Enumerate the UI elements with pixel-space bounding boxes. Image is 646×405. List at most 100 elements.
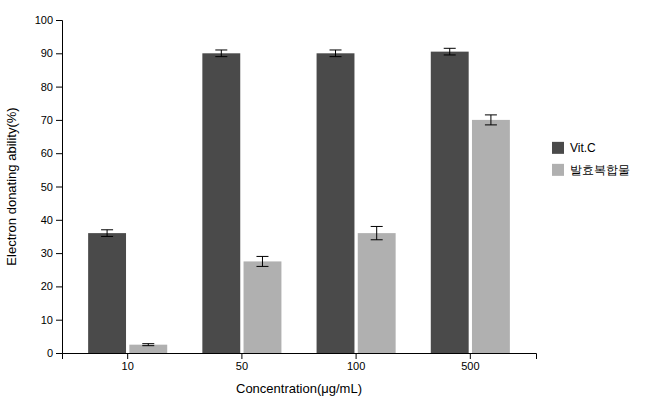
tick-mark [56,253,62,254]
y-tick: 10 [41,314,62,326]
series [129,115,510,353]
axis-line [63,354,537,360]
y-axis: 0 10 20 30 40 50 60 70 80 90 100 [35,14,63,359]
error-cap [215,56,227,57]
y-tick: 40 [41,214,62,226]
tick-label: 10 [122,360,134,372]
error-bar [256,256,268,266]
y-tick: 0 [47,347,62,359]
chart: 0 10 20 30 40 50 60 70 80 90 100 10 50 100 500 Concentr… [0,0,646,405]
tick-mark [56,187,62,188]
y-tick: 90 [41,47,62,59]
error-line [262,256,263,266]
error-bar [485,115,497,125]
plot-area: 0 10 20 30 40 50 60 70 80 90 100 10 50 100 500 [35,14,537,372]
error-line [107,230,108,237]
tick-label: 500 [461,360,479,372]
bar [129,345,167,353]
error-line [490,115,491,125]
bar [358,233,396,353]
tick-label: 70 [41,114,53,126]
bar [88,233,126,353]
error-bar [142,344,154,346]
legend-label: 발효복합물 [570,163,630,177]
error-cap [215,49,227,50]
x-tick: 50 [236,353,248,372]
tick-label: 50 [236,360,248,372]
tick-mark [470,353,471,359]
tick-mark [56,220,62,221]
y-tick: 20 [41,280,62,292]
x-tick: 100 [347,353,365,372]
tick-label: 40 [41,214,53,226]
tick-label: 50 [41,181,53,193]
tick-mark [56,153,62,154]
error-cap [485,114,497,115]
tick-mark [56,20,62,21]
tick-label: 60 [41,147,53,159]
tick-label: 90 [41,47,53,59]
error-cap [142,343,154,344]
tick-mark [56,353,62,354]
legend-swatch [552,164,564,176]
legend-item: Vit.C [552,141,596,155]
axis-line [56,21,63,354]
error-cap [256,266,268,267]
x-axis-title: Concentration(μg/mL) [236,381,362,396]
y-tick: 80 [41,81,62,93]
tick-label: 100 [35,14,53,26]
tick-mark [356,353,357,359]
tick-mark [56,320,62,321]
y-tick: 30 [41,247,62,259]
series [88,48,469,353]
marks [88,48,510,353]
tick-label: 0 [47,347,53,359]
legend-swatch [552,142,564,154]
tick-mark [241,353,242,359]
error-line [335,50,336,57]
y-axis-title: Electron donating ability(%) [4,107,19,265]
error-bar [371,226,383,239]
legend-item: 발효복합물 [552,163,630,177]
x-axis: 10 50 100 500 [63,353,537,372]
x-tick: 500 [461,353,479,372]
x-tick: 10 [122,353,134,372]
error-bar [444,48,456,55]
error-cap [444,48,456,49]
error-bar [330,50,342,57]
error-cap [371,239,383,240]
tick-label: 30 [41,247,53,259]
error-cap [256,256,268,257]
error-cap [330,49,342,50]
bar [431,52,469,353]
tick-mark [127,353,128,359]
tick-label: 20 [41,280,53,292]
bar [202,53,240,353]
tick-mark [56,53,62,54]
error-bar [101,230,113,237]
tick-label: 100 [347,360,365,372]
error-cap [330,56,342,57]
y-tick: 50 [41,181,62,193]
error-line [449,48,450,55]
tick-mark [56,87,62,88]
legend: Vit.C 발효복합물 [552,141,630,177]
error-cap [101,236,113,237]
error-cap [101,229,113,230]
error-line [376,226,377,239]
tick-mark [56,286,62,287]
y-tick: 70 [41,114,62,126]
tick-label: 80 [41,81,53,93]
error-cap [444,54,456,55]
error-cap [142,345,154,346]
error-cap [485,124,497,125]
error-line [221,50,222,57]
error-cap [371,226,383,227]
bar [317,53,355,353]
bar [472,120,510,353]
y-tick: 100 [35,14,62,26]
bar [244,261,282,353]
tick-mark [56,120,62,121]
legend-label: Vit.C [570,141,596,155]
tick-label: 10 [41,314,53,326]
